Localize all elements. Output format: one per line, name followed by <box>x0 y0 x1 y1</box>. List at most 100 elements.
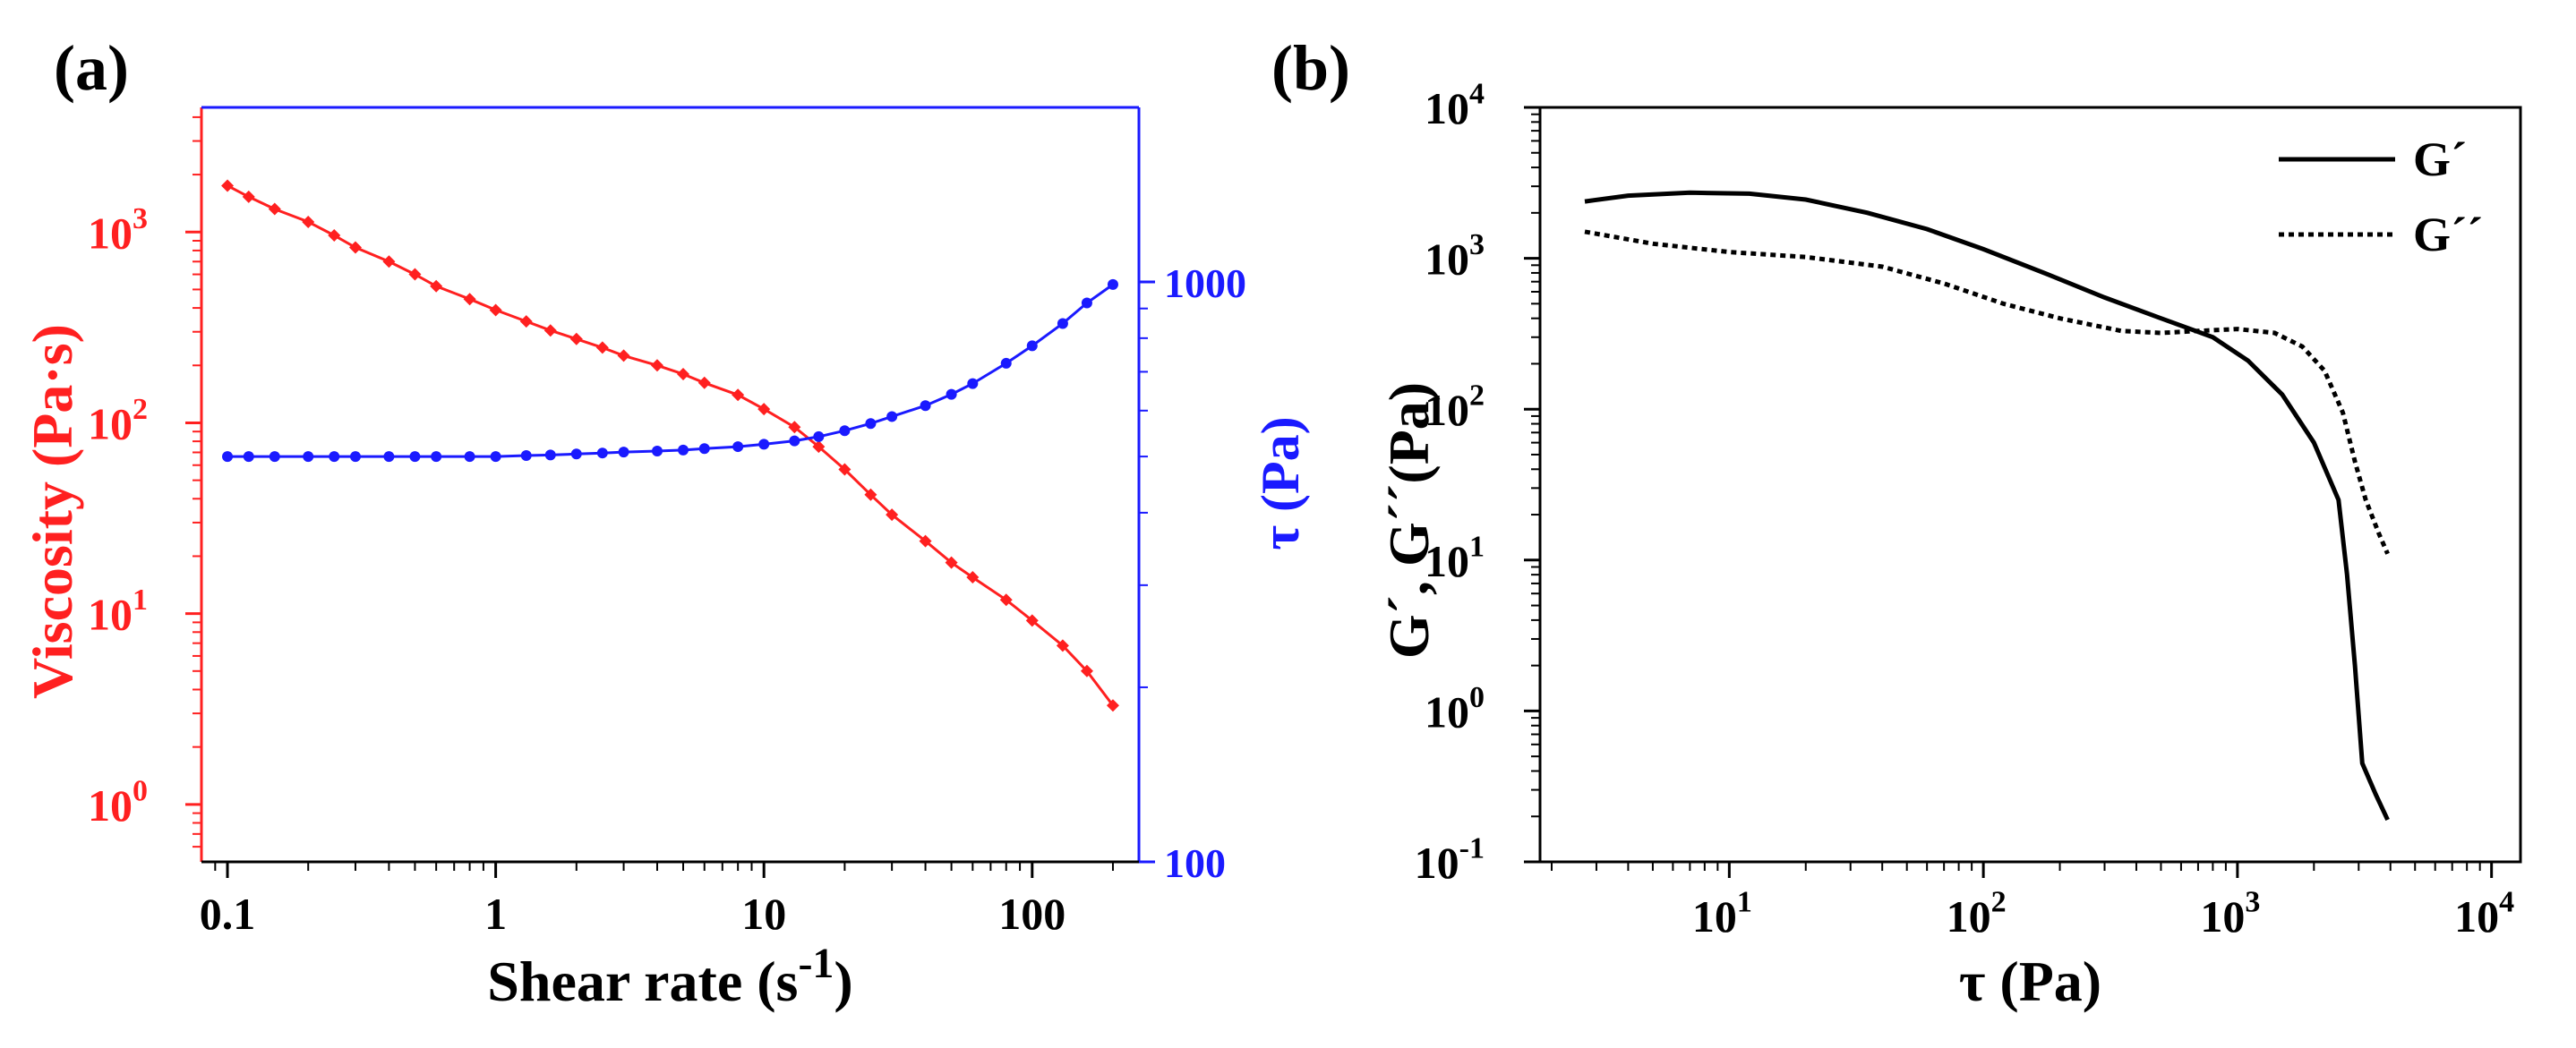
data-point-viscosity <box>221 179 235 192</box>
plot-frame <box>1538 106 2522 864</box>
y-right-axis-title: τ (Pa) <box>1251 416 1310 550</box>
data-point-stress <box>789 435 800 447</box>
x-tick-label: 102 <box>1947 886 2007 942</box>
data-point-stress <box>1026 340 1038 352</box>
x-tick-label: 0.1 <box>200 889 256 939</box>
data-point-viscosity <box>430 279 443 293</box>
y-left-tick-label: 102 <box>88 393 148 449</box>
data-point-viscosity <box>788 421 801 434</box>
data-point-stress <box>698 443 710 455</box>
data-point-stress <box>839 425 851 437</box>
data-point-stress <box>920 400 931 412</box>
data-point-stress <box>758 439 770 450</box>
data-point-viscosity <box>348 241 362 254</box>
x-tick-label: 104 <box>2454 886 2514 942</box>
x-tick-label: 103 <box>2200 886 2260 942</box>
data-point-viscosity <box>945 556 958 569</box>
data-point-stress <box>1107 278 1118 290</box>
data-point-stress <box>520 449 532 461</box>
data-point-viscosity <box>732 388 745 402</box>
data-point-viscosity <box>519 315 533 328</box>
data-point-stress <box>222 451 234 463</box>
data-point-viscosity <box>1106 699 1119 712</box>
data-point-stress <box>570 448 582 460</box>
data-point-stress <box>886 411 898 422</box>
data-point-stress <box>732 441 744 453</box>
data-point-viscosity <box>408 268 422 281</box>
data-point-stress <box>349 451 361 463</box>
data-point-stress <box>1000 357 1012 369</box>
data-point-stress <box>303 451 314 463</box>
y-left-axis-title: Viscosity (Pa·s) <box>21 324 84 699</box>
data-point-stress <box>431 451 442 463</box>
x-axis-title: τ (Pa) <box>1959 950 2101 1013</box>
legend-label: G´ <box>2413 132 2467 186</box>
data-point-viscosity <box>617 349 630 362</box>
y-tick-label: 101 <box>1425 530 1485 586</box>
data-point-stress <box>269 451 280 463</box>
data-point-stress <box>1081 297 1092 309</box>
data-point-viscosity <box>864 488 877 501</box>
data-point-viscosity <box>569 332 583 345</box>
chart-b: 101 102 103 104 10-1 100 101 102 103 104 τ (Pa) G´,… <box>1377 78 2522 1013</box>
x-tick-label: 100 <box>998 889 1065 939</box>
legend-label: G´´ <box>2413 208 2483 261</box>
data-point-stress <box>813 430 825 442</box>
data-point-viscosity <box>650 359 663 372</box>
series-line-g-prime <box>1584 190 2390 822</box>
y-right-tick-label: 100 <box>1164 840 1226 886</box>
data-point-stress <box>383 451 395 463</box>
x-axis-title: Shear rate (s-1) <box>487 940 852 1013</box>
data-point-stress <box>678 444 689 456</box>
panel-label-b: (b) <box>1271 32 1350 104</box>
data-point-stress <box>596 447 608 459</box>
data-point-viscosity <box>302 215 315 228</box>
y-right-tick-label: 1000 <box>1164 260 1246 306</box>
data-point-viscosity <box>838 463 852 476</box>
data-point-viscosity <box>999 593 1013 607</box>
data-point-viscosity <box>677 368 690 381</box>
data-point-viscosity <box>543 324 557 337</box>
data-point-viscosity <box>966 571 980 584</box>
y-left-tick-label: 101 <box>88 584 148 640</box>
data-point-stress <box>329 451 340 463</box>
data-point-stress <box>544 449 556 461</box>
y-tick-label: 100 <box>1425 681 1485 737</box>
y-left-tick-label: 103 <box>88 202 148 259</box>
y-tick-label: 102 <box>1425 379 1485 436</box>
y-tick-label: 10-1 <box>1415 832 1485 889</box>
series-line-g-double-prime <box>1584 229 2390 555</box>
data-point-viscosity <box>268 202 281 216</box>
data-point-viscosity <box>697 376 711 389</box>
data-point-viscosity <box>595 341 609 354</box>
data-point-stress <box>651 445 663 456</box>
y-axis-title: G´, G´´(Pa) <box>1377 382 1441 659</box>
series-line-viscosity <box>227 184 1115 707</box>
data-point-stress <box>946 388 957 400</box>
x-tick-label: 10 <box>741 889 786 939</box>
data-point-viscosity <box>1080 664 1093 677</box>
data-point-viscosity <box>463 293 476 306</box>
series-line-stress <box>227 283 1114 458</box>
x-tick-label: 101 <box>1692 886 1752 942</box>
data-point-viscosity <box>242 190 255 203</box>
data-point-stress <box>464 451 475 463</box>
x-tick-label: 1 <box>484 889 507 939</box>
data-point-stress <box>967 378 979 389</box>
data-point-stress <box>409 451 421 463</box>
data-point-viscosity <box>382 255 396 268</box>
y-left-tick-label: 100 <box>88 774 148 831</box>
data-point-stress <box>865 418 877 430</box>
data-point-viscosity <box>1025 614 1039 627</box>
data-point-viscosity <box>812 440 826 454</box>
panel-label-a: (a) <box>54 32 129 104</box>
data-point-viscosity <box>328 229 341 243</box>
data-point-viscosity <box>757 403 771 416</box>
data-point-stress <box>1057 318 1068 329</box>
chart-a: 0.1 1 10 100 100 101 102 103 100 1000 Shear rate (… <box>21 106 1310 1013</box>
data-point-stress <box>618 447 629 458</box>
y-tick-label: 104 <box>1425 78 1485 134</box>
data-point-viscosity <box>886 508 899 522</box>
data-point-viscosity <box>919 534 932 548</box>
